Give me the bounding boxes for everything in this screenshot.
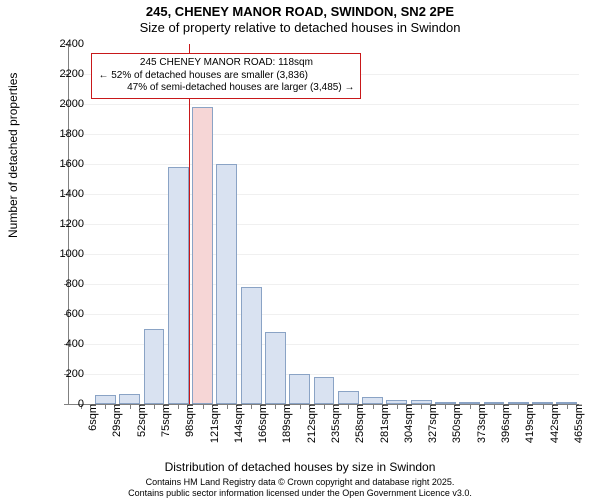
xtick-mark [154, 404, 155, 409]
ytick-label: 1800 [44, 128, 84, 140]
xtick-mark [130, 404, 131, 409]
xtick-label: 396sqm [500, 404, 512, 443]
xtick-mark [178, 404, 179, 409]
histogram-bar [314, 377, 335, 404]
title-block: 245, CHENEY MANOR ROAD, SWINDON, SN2 2PE… [0, 4, 600, 37]
histogram-bar [119, 394, 140, 405]
ytick-label: 2000 [44, 98, 84, 110]
xtick-label: 98sqm [184, 404, 196, 437]
ytick-label: 2400 [44, 38, 84, 50]
xtick-mark [518, 404, 519, 409]
histogram-bar [289, 374, 310, 404]
xtick-label: 304sqm [403, 404, 415, 443]
histogram-bar [95, 395, 116, 404]
ytick-label: 200 [44, 368, 84, 380]
gridline-h [69, 284, 579, 285]
xtick-label: 121sqm [209, 404, 221, 443]
xtick-mark [567, 404, 568, 409]
histogram-bar [144, 329, 165, 404]
annotation-line-3: 47% of semi-detached houses are larger (… [98, 82, 354, 95]
footer-line-1: Contains HM Land Registry data © Crown c… [0, 477, 600, 487]
xtick-mark [445, 404, 446, 409]
xtick-label: 327sqm [427, 404, 439, 443]
histogram-bar [338, 391, 359, 404]
ytick-label: 800 [44, 278, 84, 290]
xtick-label: 6sqm [87, 404, 99, 431]
ytick-label: 2200 [44, 68, 84, 80]
xtick-label: 235sqm [330, 404, 342, 443]
title-line-1: 245, CHENEY MANOR ROAD, SWINDON, SN2 2PE [0, 4, 600, 20]
xtick-label: 373sqm [476, 404, 488, 443]
annotation-box: 245 CHENEY MANOR ROAD: 118sqm← 52% of de… [91, 53, 361, 99]
xtick-mark [421, 404, 422, 409]
xtick-mark [494, 404, 495, 409]
title-line-2: Size of property relative to detached ho… [0, 20, 600, 36]
chart-container: 245, CHENEY MANOR ROAD, SWINDON, SN2 2PE… [0, 0, 600, 500]
xtick-label: 419sqm [524, 404, 536, 443]
footer-attribution: Contains HM Land Registry data © Crown c… [0, 477, 600, 498]
histogram-bar [265, 332, 286, 404]
xtick-mark [470, 404, 471, 409]
ytick-label: 1600 [44, 158, 84, 170]
xtick-label: 166sqm [257, 404, 269, 443]
xtick-mark [251, 404, 252, 409]
xtick-mark [227, 404, 228, 409]
ytick-label: 1400 [44, 188, 84, 200]
ytick-label: 600 [44, 308, 84, 320]
x-axis-label: Distribution of detached houses by size … [0, 460, 600, 474]
gridline-h [69, 224, 579, 225]
xtick-label: 212sqm [306, 404, 318, 443]
xtick-mark [348, 404, 349, 409]
gridline-h [69, 194, 579, 195]
histogram-bar [192, 107, 213, 404]
xtick-mark [203, 404, 204, 409]
xtick-mark [397, 404, 398, 409]
xtick-label: 75sqm [160, 404, 172, 437]
gridline-h [69, 164, 579, 165]
xtick-label: 281sqm [379, 404, 391, 443]
xtick-label: 144sqm [233, 404, 245, 443]
plot-area: 6sqm29sqm52sqm75sqm98sqm121sqm144sqm166s… [68, 44, 579, 405]
annotation-line-2: ← 52% of detached houses are smaller (3,… [98, 70, 354, 83]
gridline-h [69, 104, 579, 105]
xtick-label: 258sqm [354, 404, 366, 443]
ytick-label: 1000 [44, 248, 84, 260]
xtick-mark [300, 404, 301, 409]
ytick-label: 1200 [44, 218, 84, 230]
xtick-mark [324, 404, 325, 409]
footer-line-2: Contains public sector information licen… [0, 488, 600, 498]
histogram-bar [168, 167, 189, 404]
ytick-label: 400 [44, 338, 84, 350]
xtick-label: 350sqm [451, 404, 463, 443]
xtick-label: 465sqm [573, 404, 585, 443]
histogram-bar [216, 164, 237, 404]
gridline-h [69, 254, 579, 255]
ytick-label: 0 [44, 398, 84, 410]
histogram-bar [362, 397, 383, 404]
xtick-label: 29sqm [111, 404, 123, 437]
gridline-h [69, 314, 579, 315]
annotation-line-1: 245 CHENEY MANOR ROAD: 118sqm [98, 57, 354, 70]
gridline-h [69, 134, 579, 135]
xtick-label: 52sqm [136, 404, 148, 437]
y-axis-label: Number of detached properties [6, 73, 20, 238]
xtick-label: 442sqm [549, 404, 561, 443]
xtick-mark [373, 404, 374, 409]
xtick-mark [275, 404, 276, 409]
histogram-bar [241, 287, 262, 404]
xtick-label: 189sqm [281, 404, 293, 443]
xtick-mark [543, 404, 544, 409]
xtick-mark [105, 404, 106, 409]
